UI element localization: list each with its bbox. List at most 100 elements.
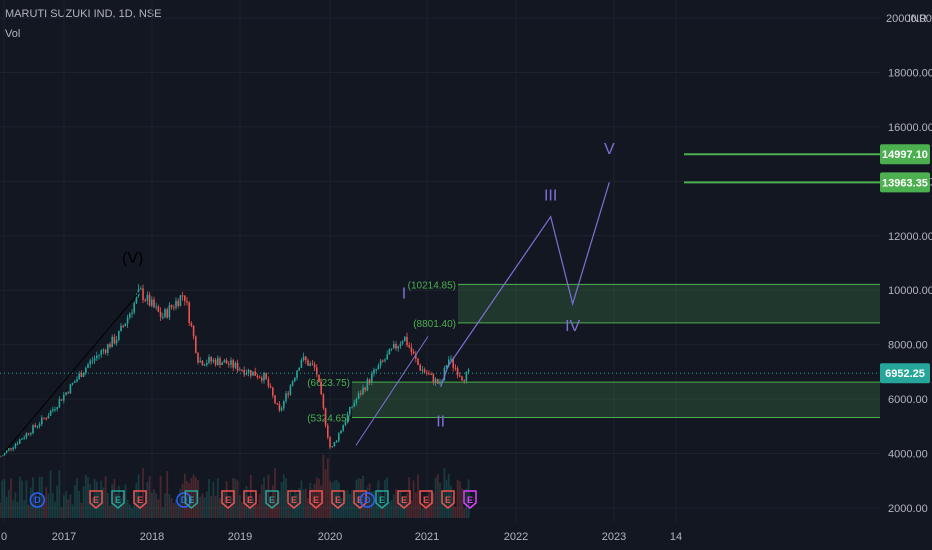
volume-bar bbox=[161, 507, 164, 518]
candle-body bbox=[252, 371, 254, 376]
volume-bar bbox=[133, 491, 136, 518]
candle-body bbox=[373, 369, 375, 374]
candle-body bbox=[197, 352, 199, 363]
candle-body bbox=[82, 373, 85, 377]
candle-body bbox=[203, 364, 206, 366]
volume-bar bbox=[205, 491, 208, 518]
volume-bar bbox=[47, 493, 50, 518]
candle-body bbox=[390, 348, 393, 350]
y-tick-label: 2000.00 bbox=[888, 503, 928, 515]
wave-label: II bbox=[436, 413, 445, 430]
volume-bar bbox=[351, 489, 353, 518]
event-letter: D bbox=[34, 495, 41, 505]
volume-bar bbox=[414, 492, 417, 518]
y-tick-label: 10000.00 bbox=[888, 285, 932, 297]
candle-body bbox=[241, 369, 243, 371]
candle-body bbox=[146, 294, 149, 301]
candle-body bbox=[263, 372, 265, 381]
candle-body bbox=[362, 387, 364, 395]
price-tag-label: 6952.25 bbox=[885, 368, 925, 380]
volume-indicator-label[interactable]: Vol bbox=[5, 28, 21, 40]
volume-bar bbox=[172, 503, 175, 518]
candle-body bbox=[412, 351, 415, 354]
volume-bar bbox=[166, 471, 169, 518]
candle-body bbox=[344, 421, 347, 426]
x-tick-label: 0 bbox=[1, 531, 7, 543]
candle-body bbox=[430, 374, 432, 376]
wave-label: V bbox=[604, 141, 615, 158]
y-tick-label: 12000.00 bbox=[888, 231, 932, 243]
volume-bar bbox=[465, 488, 468, 518]
event-letter: E bbox=[445, 495, 451, 505]
volume-bar bbox=[388, 502, 391, 518]
volume-bar bbox=[355, 479, 358, 518]
zone-upper-label: (6623.75) bbox=[307, 378, 350, 389]
candle-body bbox=[448, 359, 450, 365]
candle-body bbox=[25, 433, 28, 438]
y-tick-label: 6000.00 bbox=[888, 394, 928, 406]
candle-body bbox=[298, 367, 300, 371]
candle-body bbox=[333, 441, 336, 447]
volume-bar bbox=[27, 504, 30, 518]
candle-body bbox=[111, 336, 113, 348]
volume-bar bbox=[456, 479, 459, 518]
candle-body bbox=[397, 345, 399, 349]
candle-body bbox=[236, 362, 239, 371]
volume-bar bbox=[302, 489, 305, 518]
volume-bar bbox=[179, 488, 182, 518]
candle-body bbox=[450, 358, 452, 360]
volume-bar bbox=[56, 485, 59, 518]
candle-body bbox=[232, 360, 234, 368]
candle-body bbox=[219, 358, 221, 365]
volume-bar bbox=[340, 498, 342, 518]
price-labels: 14997.10 13963.35 6952.25 bbox=[880, 144, 930, 384]
volume-bar bbox=[285, 478, 287, 518]
candle-body bbox=[465, 371, 468, 382]
event-letter: E bbox=[269, 495, 275, 505]
candle-body bbox=[230, 360, 232, 365]
candle-body bbox=[272, 387, 274, 396]
event-letter: E bbox=[247, 495, 253, 505]
volume-bar bbox=[271, 485, 274, 518]
volume-bar bbox=[199, 496, 202, 518]
fib-zones: (10214.85) (8801.40) (6623.75) (5324.65) bbox=[307, 153, 880, 424]
volume-bar bbox=[25, 480, 28, 518]
candle-body bbox=[294, 377, 296, 382]
volume-bar bbox=[467, 479, 470, 518]
earnings-event-icon bbox=[287, 490, 301, 509]
volume-bar bbox=[463, 508, 466, 518]
volume-bar bbox=[210, 495, 213, 518]
candle-body bbox=[274, 395, 276, 404]
volume-bar bbox=[408, 477, 411, 518]
candle-body bbox=[245, 373, 248, 375]
volume-bar bbox=[278, 491, 281, 518]
candle-body bbox=[52, 409, 54, 411]
earnings-event-icon bbox=[441, 490, 455, 509]
volume-bar bbox=[392, 494, 395, 518]
candle-body bbox=[45, 418, 47, 420]
wave-label: I bbox=[402, 285, 406, 302]
volume-bar bbox=[10, 478, 12, 518]
volume-bar bbox=[256, 504, 259, 518]
volume-bar bbox=[225, 480, 228, 518]
candle-body bbox=[74, 381, 76, 383]
candle-body bbox=[151, 299, 153, 306]
volume-bar bbox=[247, 502, 250, 518]
volume-bar bbox=[238, 495, 241, 518]
volume-bar bbox=[445, 479, 448, 518]
candle-body bbox=[283, 401, 285, 409]
volume-bar bbox=[71, 504, 74, 518]
volume-bar bbox=[76, 477, 78, 518]
event-letter: E bbox=[291, 495, 297, 505]
volume-bar bbox=[432, 492, 435, 518]
candle-body bbox=[56, 407, 58, 410]
volume-bar bbox=[87, 477, 89, 518]
volume-bar bbox=[124, 484, 127, 518]
candle-body bbox=[368, 379, 371, 383]
candle-body bbox=[91, 360, 94, 362]
candle-body bbox=[329, 437, 331, 448]
volume-bar bbox=[1, 480, 4, 518]
volume-bar bbox=[423, 501, 426, 518]
candle-body bbox=[454, 367, 457, 369]
